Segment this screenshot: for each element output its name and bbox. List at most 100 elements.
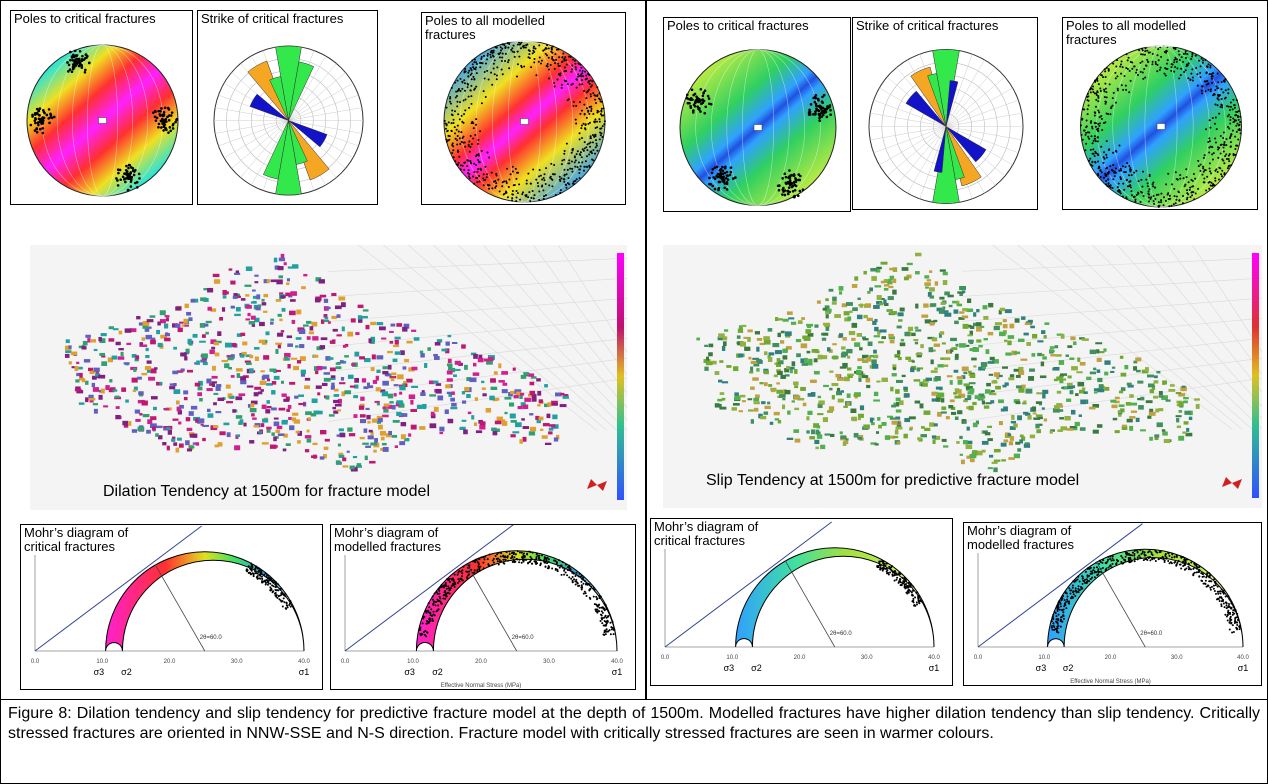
fracture-patch — [933, 320, 937, 322]
pole-dot — [515, 200, 517, 202]
pole-dot — [1148, 200, 1150, 202]
fracture-point — [482, 556, 484, 558]
pole-dot — [1185, 168, 1187, 170]
pole-dot — [820, 112, 823, 115]
pole-dot — [482, 62, 484, 64]
fracture-patch — [515, 422, 522, 427]
pole-dot — [513, 45, 515, 47]
fracture-point — [589, 598, 591, 600]
pole-dot — [1191, 186, 1193, 188]
fracture-patch — [408, 433, 411, 436]
fracture-patch — [278, 344, 281, 348]
fracture-patch — [1095, 342, 1102, 344]
pole-dot — [475, 177, 477, 179]
fracture-point — [461, 575, 463, 577]
fracture-point — [588, 590, 590, 592]
fracture-point — [562, 561, 564, 563]
pole-dot — [1183, 177, 1185, 179]
fracture-patch — [361, 316, 368, 318]
fracture-patch — [764, 406, 770, 409]
fracture-patch — [118, 356, 125, 359]
fracture-patch — [360, 437, 365, 439]
fracture-patch — [744, 347, 750, 351]
pole-dot — [1192, 77, 1194, 79]
pole-dot — [1117, 89, 1119, 91]
north-arrow — [587, 479, 607, 491]
pole-dot — [464, 70, 466, 72]
fracture-patch — [968, 371, 972, 373]
fracture-patch — [1050, 350, 1055, 352]
pole-dot — [456, 144, 458, 146]
pole-dot — [574, 60, 576, 62]
pole-dot — [814, 113, 817, 116]
fracture-patch — [950, 399, 955, 402]
fracture-point — [583, 593, 585, 595]
fracture-patch — [837, 377, 844, 380]
pole-dot — [454, 160, 456, 162]
fracture-patch — [83, 341, 88, 346]
pole-dot — [551, 56, 553, 58]
fracture-patch — [1093, 430, 1099, 434]
fracture-patch — [236, 270, 239, 273]
fracture-point — [889, 571, 891, 573]
fracture-patch — [764, 370, 769, 374]
pole-dot — [1182, 195, 1184, 197]
fracture-point — [476, 570, 478, 572]
fracture-patch — [510, 434, 515, 437]
pole-dot — [469, 160, 471, 162]
fracture-patch — [897, 442, 901, 444]
fracture-patch — [959, 343, 966, 348]
fracture-patch — [392, 405, 396, 410]
pole-dot — [601, 101, 603, 103]
fracture-point — [605, 633, 607, 635]
pole-dot — [1180, 68, 1182, 70]
fracture-patch — [880, 329, 887, 332]
pole-dot — [506, 182, 508, 184]
pole-dot — [511, 197, 513, 199]
fracture-patch — [779, 394, 786, 398]
fracture-patch — [263, 311, 267, 313]
fracture-patch — [829, 289, 834, 292]
pole-dot — [568, 56, 570, 58]
fracture-patch — [774, 412, 780, 415]
fracture-patch — [448, 335, 452, 337]
fracture-patch — [266, 427, 271, 430]
fracture-patch — [921, 315, 928, 318]
fracture-point — [269, 586, 271, 588]
pole-dot — [598, 92, 600, 94]
fracture-patch — [826, 327, 830, 331]
pole-dot — [496, 47, 498, 49]
pole-dot — [563, 153, 565, 155]
fracture-patch — [399, 441, 405, 445]
pole-dot — [1227, 88, 1229, 90]
pole-dot — [540, 63, 542, 65]
x-tick-label: 20.0 — [1105, 655, 1117, 661]
pole-dot — [528, 53, 530, 55]
fracture-patch — [199, 341, 206, 343]
fracture-point — [1211, 586, 1213, 588]
fracture-point — [892, 575, 894, 577]
pole-dot — [1230, 102, 1232, 104]
fracture-patch — [970, 458, 975, 462]
fracture-patch — [1070, 336, 1075, 340]
pole-dot — [1134, 196, 1136, 198]
fracture-patch — [1066, 399, 1071, 402]
pole-dot — [1117, 186, 1119, 188]
fracture-point — [472, 560, 474, 562]
pole-dot — [1217, 96, 1219, 98]
fracture-patch — [448, 419, 454, 423]
fracture-patch — [234, 314, 241, 316]
fracture-point — [904, 584, 906, 586]
pole-dot — [1214, 104, 1216, 106]
fracture-patch — [292, 320, 296, 324]
pole-dot — [526, 179, 528, 181]
fracture-patch — [708, 352, 713, 356]
pole-dot — [781, 188, 784, 191]
pole-dot — [551, 58, 553, 60]
fracture-patch — [739, 410, 743, 412]
fracture-patch — [74, 366, 78, 371]
fracture-patch — [743, 337, 747, 339]
fracture-point — [582, 583, 584, 585]
fracture-patch — [282, 420, 288, 422]
pole-dot — [594, 118, 596, 120]
